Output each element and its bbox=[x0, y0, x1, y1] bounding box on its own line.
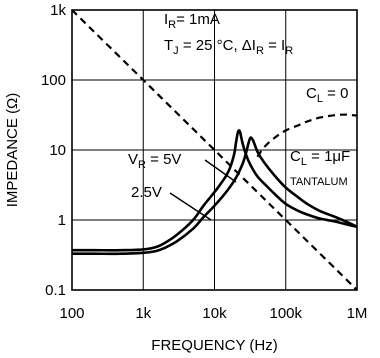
series-line-0 bbox=[72, 10, 357, 290]
ann-vr5-main: V bbox=[128, 151, 138, 168]
ann-cl1-sub: L bbox=[301, 156, 307, 168]
annotation-cl-1uf: CL = 1μF bbox=[290, 148, 350, 168]
ann-cl0-sub: L bbox=[317, 93, 323, 105]
y-tick-label: 1 bbox=[58, 212, 66, 229]
annotation-tantalum: TANTALUM bbox=[290, 176, 348, 188]
x-tick-label: 10k bbox=[202, 305, 227, 322]
ann-cond2-t: T bbox=[164, 37, 173, 54]
ann-cond2-isub2: R bbox=[285, 45, 293, 57]
plot-frame bbox=[71, 9, 358, 291]
annotation-vr-5v: VR = 5V bbox=[128, 151, 181, 171]
x-tick-label: 100k bbox=[269, 305, 302, 322]
ann-cl1-main: C bbox=[290, 148, 301, 165]
ann-cond1-sub: R bbox=[168, 19, 176, 31]
x-tick-labels: 100 1k 10k 100k 1M bbox=[59, 305, 367, 322]
series-line-1 bbox=[72, 129, 357, 252]
series-group bbox=[72, 10, 357, 290]
leader-line-2-5v bbox=[169, 192, 212, 221]
x-tick-label: 1M bbox=[347, 305, 368, 322]
ann-vr5-rest: = 5V bbox=[146, 151, 181, 168]
ann-cond2-tsub: J bbox=[173, 45, 179, 57]
series-line-3 bbox=[256, 113, 357, 158]
ann-vr5-sub: R bbox=[138, 159, 146, 171]
ann-cond1-rest: = 1mA bbox=[176, 11, 220, 28]
annotation-cl-zero: CL = 0 bbox=[306, 85, 348, 105]
y-tick-label: 100 bbox=[41, 72, 66, 89]
ann-cl0-main: C bbox=[306, 85, 317, 102]
ann-cond1-main: I bbox=[164, 11, 168, 28]
x-tick-label: 1k bbox=[135, 305, 151, 322]
x-axis-label: FREQUENCY (Hz) bbox=[151, 337, 277, 354]
annotation-vr-2-5v: 2.5V bbox=[131, 184, 162, 201]
annotation-temperature: TJ = 25 °C, ΔIR = IR bbox=[164, 37, 293, 57]
annotation-current: IR= 1mA bbox=[164, 11, 220, 31]
ann-cond2-mid: = 25 °C, ΔI bbox=[179, 37, 256, 54]
y-tick-label: 10 bbox=[49, 142, 66, 159]
ann-cl0-rest: = 0 bbox=[323, 85, 348, 102]
ann-cl1-rest: = 1μF bbox=[307, 148, 350, 165]
y-axis-label: IMPEDANCE (Ω) bbox=[4, 93, 21, 208]
leader-line-5v bbox=[204, 159, 237, 183]
y-tick-label: 0.1 bbox=[45, 282, 66, 299]
x-tick-label: 100 bbox=[59, 305, 84, 322]
series-line-2 bbox=[72, 136, 357, 256]
y-tick-label: 1k bbox=[50, 2, 66, 19]
ann-cond2-eq: = I bbox=[264, 37, 285, 54]
ann-cond2-isub: R bbox=[256, 45, 264, 57]
y-tick-labels: 0.1 1 10 100 1k bbox=[41, 2, 67, 299]
